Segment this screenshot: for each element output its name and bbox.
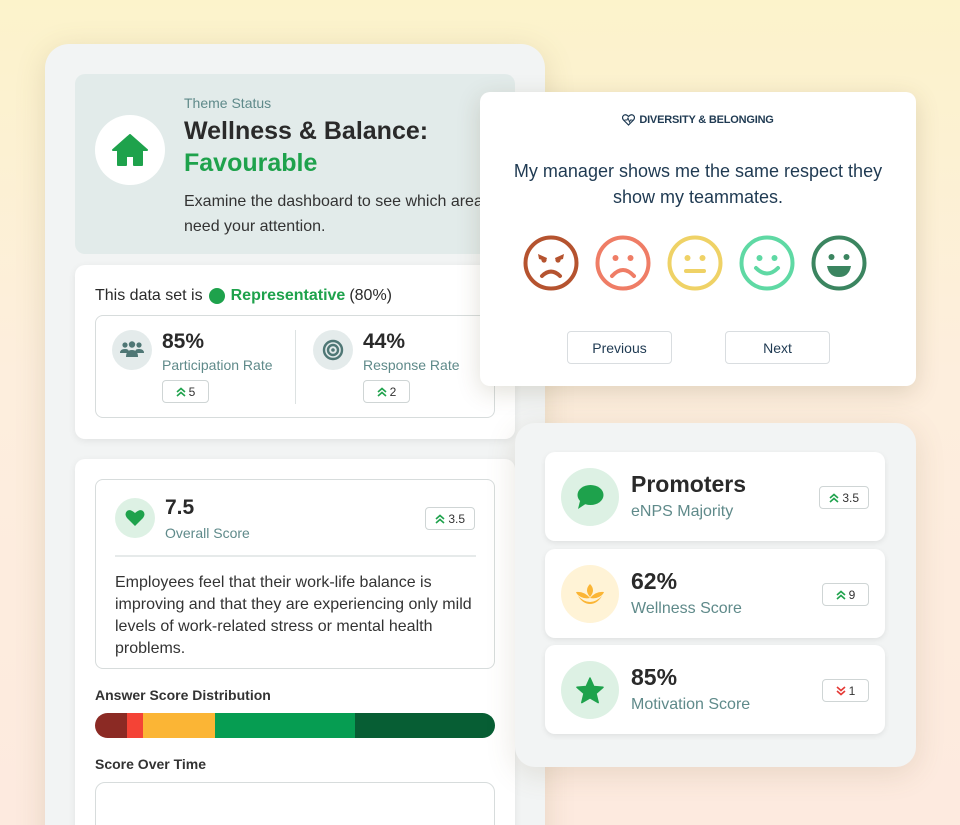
participation-label: Participation Rate [162, 357, 273, 373]
score-card: 7.5 Overall Score 3.5 Employees feel tha… [75, 459, 515, 825]
question-category: DIVERSITY & BELONGING [480, 114, 916, 126]
metric-value: 62% [631, 568, 678, 594]
overall-description: Employees feel that their work-life bala… [115, 574, 472, 657]
theme-title: Wellness & Balance: [184, 117, 429, 145]
overall-score-value: 7.5 [165, 496, 195, 519]
rating-faces [523, 235, 867, 291]
metric-delta-badge: 9 [822, 583, 869, 606]
chat-bubble-icon [561, 468, 619, 526]
heart-icon [115, 498, 155, 538]
participation-delta-badge: 5 [162, 380, 209, 403]
dataset-percent: (80%) [349, 287, 393, 304]
theme-description: Examine the dashboard to see which areas… [184, 193, 491, 235]
theme-status-card: Theme Status Wellness & Balance: Favoura… [75, 74, 515, 254]
metric-label: Wellness Score [631, 600, 742, 617]
dataset-status-line: This data set is Representative (80%) [95, 287, 392, 305]
chevrons-up-icon [176, 386, 186, 397]
response-value: 44% [363, 330, 406, 353]
smile-face-icon[interactable] [739, 235, 795, 291]
chevrons-up-icon [377, 386, 387, 397]
representative-badge-icon [208, 288, 225, 304]
metric-value: 85% [631, 664, 678, 690]
chevrons-up-icon [829, 492, 839, 503]
theme-status: Favourable [184, 149, 318, 177]
next-button[interactable]: Next [725, 331, 830, 364]
question-category-label: DIVERSITY & BELONGING [639, 114, 774, 126]
dist-segment-very-negative [95, 713, 127, 738]
theme-kicker: Theme Status [184, 95, 272, 111]
metric-delta-badge: 3.5 [819, 486, 869, 509]
overall-delta: 3.5 [448, 511, 465, 526]
dataset-status: Representative [230, 287, 346, 304]
previous-button[interactable]: Previous [567, 331, 672, 364]
participation-delta: 5 [188, 384, 196, 399]
dataset-prefix: This data set is [95, 287, 203, 304]
overall-delta-badge: 3.5 [425, 507, 475, 530]
lotus-icon [561, 565, 619, 623]
dist-segment-very-positive [355, 713, 495, 738]
overall-score-label: Overall Score [165, 525, 250, 541]
metric-card-motivation: 85% Motivation Score 1 [545, 645, 885, 734]
theme-dashboard-panel: Theme Status Wellness & Balance: Favoura… [45, 44, 545, 825]
target-icon [313, 330, 353, 370]
participation-rate: 85% Participation Rate 5 [112, 330, 273, 403]
response-rate: 44% Response Rate 2 [313, 330, 460, 403]
score-over-time-label: Score Over Time [95, 756, 207, 772]
dist-segment-negative [127, 713, 143, 738]
angry-face-icon[interactable] [523, 235, 579, 291]
question-text: My manager shows me the same respect the… [513, 161, 883, 207]
happy-face-icon[interactable] [811, 235, 867, 291]
metric-delta: 1 [848, 683, 856, 698]
response-delta-badge: 2 [363, 380, 410, 403]
score-over-time-chart [95, 782, 495, 825]
survey-question-card: DIVERSITY & BELONGING My manager shows m… [480, 92, 916, 386]
home-icon [95, 115, 165, 185]
people-icon [112, 330, 152, 370]
heart-pulse-icon [622, 114, 636, 126]
response-label: Response Rate [363, 357, 460, 373]
rates-divider [295, 330, 296, 404]
answer-distribution-bar [95, 713, 495, 738]
metric-label: Motivation Score [631, 696, 751, 713]
metric-card-enps: Promoters eNPS Majority 3.5 [545, 452, 885, 541]
dist-segment-neutral [143, 713, 215, 738]
metrics-panel: Promoters eNPS Majority 3.5 62% Wellness… [515, 423, 916, 767]
metric-delta-badge: 1 [822, 679, 869, 702]
dist-segment-positive [215, 713, 355, 738]
participation-value: 85% [162, 330, 205, 353]
chevrons-up-icon [435, 513, 445, 524]
chevrons-up-icon [836, 589, 846, 600]
star-icon [561, 661, 619, 719]
overall-score-box: 7.5 Overall Score 3.5 Employees feel tha… [95, 479, 495, 669]
sad-face-icon[interactable] [595, 235, 651, 291]
distribution-label: Answer Score Distribution [95, 687, 271, 703]
metric-value: Promoters [631, 471, 747, 497]
metric-delta: 9 [848, 587, 856, 602]
response-delta: 2 [389, 384, 397, 399]
metric-card-wellness: 62% Wellness Score 9 [545, 549, 885, 638]
neutral-face-icon[interactable] [667, 235, 723, 291]
rates-box: 85% Participation Rate 5 44% Response Ra… [95, 315, 495, 418]
divider [115, 555, 476, 557]
dataset-card: This data set is Representative (80%) 85… [75, 265, 515, 439]
chevrons-down-icon [836, 685, 846, 696]
metric-label: eNPS Majority [631, 503, 734, 520]
metric-delta: 3.5 [842, 490, 859, 505]
